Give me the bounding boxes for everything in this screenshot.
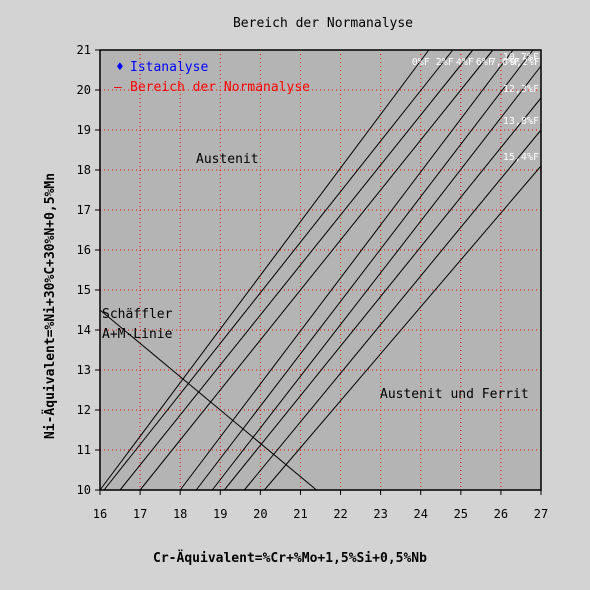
x-tick-label: 17 bbox=[133, 507, 147, 521]
ferrite-line bbox=[243, 129, 542, 491]
y-tick-label: 10 bbox=[77, 483, 91, 497]
x-tick-label: 25 bbox=[454, 507, 468, 521]
legend: ♦ Istanalyse — Bereich der Normanalyse bbox=[114, 60, 310, 95]
x-tick-label: 16 bbox=[93, 507, 107, 521]
x-tick-label: 21 bbox=[293, 507, 307, 521]
region-label-austenit: Austenit bbox=[196, 152, 259, 167]
y-tick-label: 15 bbox=[77, 283, 91, 297]
ferrite-label: 15,4%F bbox=[503, 152, 539, 163]
x-tick-label: 26 bbox=[494, 507, 508, 521]
ferrite-label: 7,6%F bbox=[490, 57, 520, 68]
ferrite-line bbox=[195, 49, 534, 491]
x-tick-label: 24 bbox=[414, 507, 428, 521]
ferrite-line bbox=[119, 49, 474, 491]
x-tick-label: 22 bbox=[333, 507, 347, 521]
x-tick-label: 20 bbox=[253, 507, 267, 521]
y-tick-label: 18 bbox=[77, 163, 91, 177]
ferrite-label: 0%F bbox=[412, 57, 430, 68]
ferrite-line bbox=[263, 165, 542, 491]
y-tick-label: 17 bbox=[77, 203, 91, 217]
y-tick-label: 21 bbox=[77, 43, 91, 57]
ferrite-line bbox=[223, 97, 542, 491]
ferrite-label: 12,3%F bbox=[503, 84, 539, 95]
y-tick-label: 11 bbox=[77, 443, 91, 457]
chart-title: Bereich der Normanalyse bbox=[233, 16, 413, 31]
y-tick-label: 13 bbox=[77, 363, 91, 377]
ferrite-label: 13,8%F bbox=[503, 116, 539, 127]
ferrite-line bbox=[179, 49, 514, 491]
x-axis-label: Cr-Äquivalent=%Cr+%Mo+1,5%Si+0,5%Nb bbox=[153, 550, 427, 566]
grid bbox=[100, 50, 541, 490]
plot-frame bbox=[99, 49, 542, 491]
x-tick-label: 27 bbox=[534, 507, 548, 521]
ferrite-labels: 0%F 2%F 4%F 6%F7,6%F9,2%F10,7%F 12,3%F 13,8%F… bbox=[412, 52, 540, 163]
y-tick-label: 12 bbox=[77, 403, 91, 417]
ferrite-line bbox=[103, 49, 454, 491]
schaeffler-line bbox=[99, 309, 317, 491]
legend-marker-normanalyse: — bbox=[114, 80, 122, 95]
ferrite-label: 4%F bbox=[456, 57, 474, 68]
x-tick-label: 23 bbox=[373, 507, 387, 521]
y-tick-label: 14 bbox=[77, 323, 91, 337]
y-axis-label: Ni-Äquivalent=%Ni+30%C+30%N+0,5%Mn bbox=[42, 173, 58, 439]
y-tick-label: 19 bbox=[77, 123, 91, 137]
ferrite-line bbox=[211, 65, 542, 491]
region-label-austenit-ferrit: Austenit und Ferrit bbox=[380, 387, 529, 402]
y-ticks: 10 11 12 13 14 15 16 17 18 19 20 21 bbox=[77, 43, 100, 497]
x-ticks: 16 17 18 19 20 21 22 23 24 25 26 27 bbox=[93, 490, 548, 521]
legend-marker-istanalyse: ♦ bbox=[116, 60, 124, 75]
ferrite-label: 9,2%F bbox=[510, 57, 540, 68]
plot-area bbox=[100, 50, 541, 490]
ferrite-label: 6%F bbox=[476, 57, 494, 68]
schaeffler-label-2: A+M-Linie bbox=[102, 327, 173, 342]
legend-label-normanalyse: Bereich der Normanalyse bbox=[130, 80, 310, 95]
schaeffler-label-1: Schäffler bbox=[102, 307, 173, 322]
x-tick-label: 18 bbox=[173, 507, 187, 521]
ferrite-line bbox=[139, 49, 494, 491]
ferrite-label: 10,7%F bbox=[503, 52, 539, 63]
ferrite-lines bbox=[99, 49, 542, 491]
ferrite-line bbox=[99, 49, 430, 491]
legend-label-istanalyse: Istanalyse bbox=[130, 60, 208, 75]
ferrite-label: 2%F bbox=[436, 57, 454, 68]
y-tick-label: 16 bbox=[77, 243, 91, 257]
x-tick-label: 19 bbox=[213, 507, 227, 521]
y-tick-label: 20 bbox=[77, 83, 91, 97]
